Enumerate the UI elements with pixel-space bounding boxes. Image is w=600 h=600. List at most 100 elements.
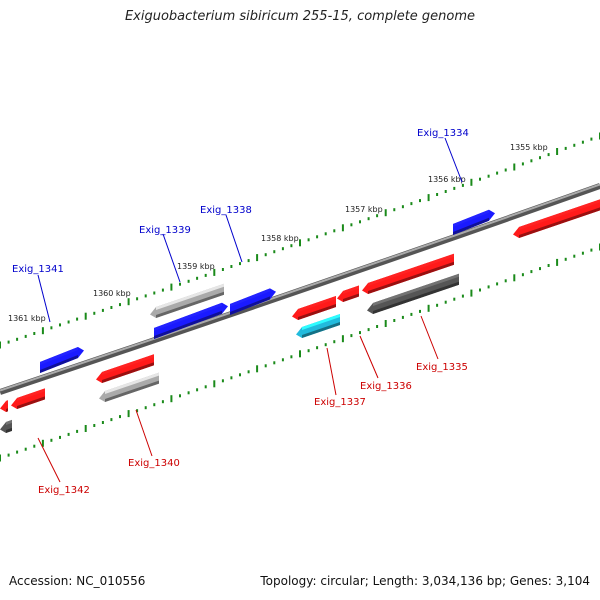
scale-tick (479, 288, 481, 292)
gene-exig-1338[interactable] (230, 288, 276, 315)
gene-exig-1340[interactable] (99, 372, 159, 402)
scale-tick (256, 365, 259, 373)
scale-tick (410, 202, 413, 206)
scale-tick (436, 193, 439, 196)
scale-label-1360: 1360 kbp (93, 289, 131, 298)
scale-tick (50, 438, 53, 442)
scale-tick (307, 238, 310, 242)
scale-tick (590, 248, 593, 252)
gene-label-exig-1337[interactable]: Exig_1337 (314, 397, 366, 408)
scale-tick (119, 303, 121, 307)
scale-tick (153, 291, 156, 295)
gene-features (0, 198, 600, 433)
scale-tick (479, 177, 481, 181)
scale-tick (247, 370, 250, 374)
scale-tick (333, 229, 336, 233)
scale-tick (359, 220, 361, 224)
scale-tick (196, 276, 199, 280)
scale-tick (350, 334, 353, 338)
scale-tick (324, 232, 327, 236)
scale-tick (7, 340, 10, 344)
scale-tick (76, 429, 79, 433)
scale-tick (590, 137, 593, 141)
gene-label-exig-1342[interactable]: Exig_1342 (38, 485, 90, 496)
scale-tick (153, 403, 156, 407)
scale-tick (530, 270, 533, 274)
scale-tick (487, 285, 490, 289)
gene-exig-1342[interactable] (11, 388, 45, 409)
scale-label-1355: 1355 kbp (510, 143, 548, 152)
gene-label-exig-1336[interactable]: Exig_1336 (360, 381, 412, 392)
scale-tick (41, 439, 44, 447)
gene-red-right[interactable] (513, 198, 600, 238)
callout-exig-1341 (37, 274, 51, 323)
gene-label-exig-1340[interactable]: Exig_1340 (128, 458, 180, 469)
scale-tick (401, 315, 404, 319)
gene-label-exig-1334[interactable]: Exig_1334 (417, 128, 469, 139)
scale-tick (67, 432, 70, 436)
scale-tick (367, 328, 370, 332)
scale-tick (273, 361, 276, 365)
scale-tick (496, 282, 499, 286)
scale-tick (16, 337, 19, 341)
scale-label-1359: 1359 kbp (177, 262, 215, 271)
gene-label-exig-1341[interactable]: Exig_1341 (12, 264, 64, 275)
scale-tick (273, 250, 276, 254)
scale-tick (564, 257, 567, 261)
scale-tick (247, 259, 250, 263)
scale-label-1356: 1356 kbp (428, 175, 466, 184)
gene-exig-1337[interactable] (296, 314, 340, 338)
scale-tick (179, 394, 181, 398)
scale-tick (256, 254, 259, 262)
scale-tick (556, 148, 559, 155)
scale-tick (59, 323, 61, 327)
scale-tick (161, 288, 164, 292)
scale-tick (487, 174, 490, 178)
scale-tick (496, 171, 499, 175)
scale-tick (213, 268, 216, 276)
gene-exig-1341[interactable] (40, 347, 84, 373)
scale-labels: 1355 kbp 1356 kbp 1357 kbp 1358 kbp 1359… (8, 143, 548, 323)
gene-exig-1336[interactable] (337, 285, 359, 303)
scale-tick (67, 320, 70, 324)
gene-red-mid[interactable] (292, 296, 336, 320)
gene-gray-upper[interactable] (150, 283, 224, 318)
scale-tick (7, 453, 10, 457)
scale-tick (341, 335, 344, 343)
scale-tick (427, 304, 430, 312)
gene-label-exig-1335[interactable]: Exig_1335 (416, 362, 468, 373)
scale-tick (299, 239, 301, 247)
scale-tick (513, 274, 516, 282)
scale-tick (393, 208, 396, 212)
gene-dark-edge[interactable] (0, 419, 12, 433)
scale-tick (221, 379, 224, 383)
scale-tick (461, 183, 464, 187)
scale-tick (230, 265, 233, 268)
scale-tick (359, 331, 361, 335)
scale-tick (324, 343, 327, 347)
scale-tick (573, 254, 576, 258)
scale-tick (101, 421, 104, 424)
lower-scale-ticks (0, 243, 600, 462)
scale-tick (316, 235, 319, 239)
gene-exig-1339[interactable] (154, 302, 228, 339)
gene-red-1340-upper[interactable] (96, 354, 154, 383)
scale-tick (547, 264, 550, 267)
gene-exig-1335[interactable] (362, 253, 454, 294)
scale-tick (170, 283, 173, 291)
gene-label-exig-1338[interactable]: Exig_1338 (200, 205, 252, 216)
scale-tick (290, 244, 293, 248)
scale-tick (93, 424, 96, 427)
scale-tick (281, 247, 284, 251)
gene-dark-mid[interactable] (367, 273, 459, 314)
gene-exig-1334[interactable] (453, 209, 495, 235)
scale-label-1361: 1361 kbp (8, 314, 46, 323)
scale-tick (393, 319, 396, 322)
scale-tick (376, 325, 379, 328)
scale-tick (187, 391, 190, 395)
callout-exig-1334 (444, 137, 463, 183)
scale-tick (376, 214, 379, 218)
gene-red-edge[interactable] (0, 400, 8, 412)
gene-label-exig-1339[interactable]: Exig_1339 (139, 225, 191, 236)
